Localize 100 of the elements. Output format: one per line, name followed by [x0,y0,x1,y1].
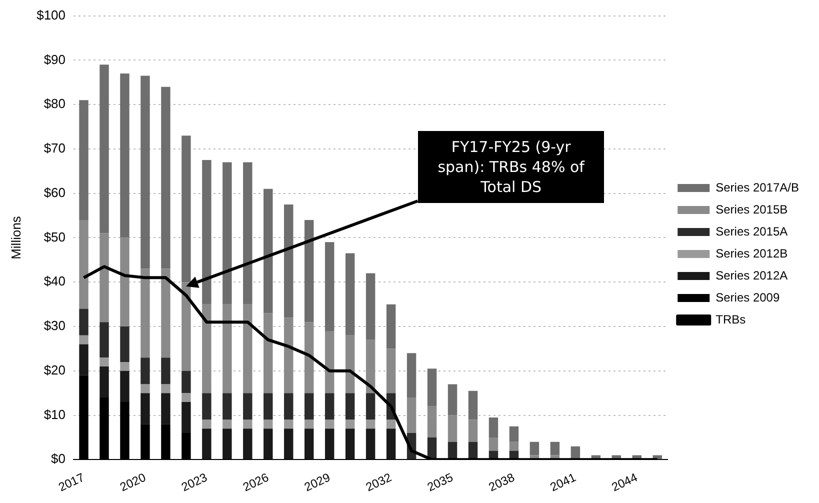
y-tick-label: $10 [44,406,66,422]
bar [161,268,170,358]
bar [182,393,191,402]
bar [284,428,294,460]
bar [448,384,458,416]
bar [182,402,191,434]
bar [222,393,232,420]
bar [366,340,376,394]
bar [100,366,109,398]
bar [100,64,109,234]
y-tick-label: $40 [44,274,66,289]
bar [324,242,334,331]
bar [386,348,396,394]
bar [161,358,170,384]
bar [427,368,437,406]
x-tick-label: 2038 [486,470,517,494]
bar [202,304,212,394]
bar [243,420,252,429]
legend-label: TRBs [716,312,746,326]
bar [448,415,458,442]
bar [345,428,355,460]
bar [324,420,334,429]
bar [243,393,252,420]
bar [79,100,88,220]
bar [406,398,416,434]
bar [222,162,232,304]
x-tick-label: 2041 [548,470,578,494]
y-tick-label: $50 [44,229,66,244]
bar [304,322,314,394]
x-tick-label: 2032 [364,470,394,494]
bar [100,322,109,358]
legend-label: Series 2012A [716,268,788,282]
bar [284,393,294,420]
bar [386,428,396,460]
bar [468,420,478,442]
bar [468,390,478,420]
x-tick-label: 2044 [609,470,640,494]
legend-label: Series 2012B [716,246,788,260]
bar [366,393,376,420]
bar [324,428,334,460]
bar [222,304,232,394]
bar [366,420,376,429]
legend-label: Series 2015A [716,224,788,238]
bar [120,326,130,362]
bar [202,160,212,304]
bar [509,426,519,442]
bar [140,384,150,394]
bar [427,406,437,438]
x-tick-label: 2029 [302,470,333,494]
bar [120,238,130,327]
bar [79,220,88,309]
bar [530,442,540,456]
legend-label: Series 2009 [716,290,780,304]
bar [202,393,212,420]
bar [345,335,355,394]
bar [448,442,458,460]
bar [161,86,170,269]
bar [468,442,478,460]
bar [100,233,109,322]
x-tick-label: 2017 [56,470,87,494]
bar [406,353,416,398]
bar [120,362,130,371]
y-tick-label: $20 [44,362,66,378]
x-tick-label: 2023 [179,470,210,494]
legend-label: Series 2017A/B [716,180,800,194]
bar [79,344,88,376]
bar [79,335,88,344]
bar [324,330,334,394]
x-tick-label: 2020 [118,470,148,494]
bar [427,437,437,460]
bar [345,253,355,336]
y-tick-label: $90 [44,52,66,67]
bar [264,188,273,314]
bar [120,370,130,402]
bar [284,318,294,394]
x-tick-label: 2035 [425,470,456,494]
bar [304,220,314,322]
bar [202,420,212,429]
bar [550,442,560,456]
bar [182,370,191,394]
y-axis-title: Millions [8,216,24,260]
bar [161,393,170,424]
bar [488,418,498,438]
bar [345,393,355,420]
bar [202,428,212,460]
bar [264,313,273,394]
y-tick-label: $70 [44,140,66,156]
bar [386,420,396,429]
x-tick-label: 2026 [240,470,272,494]
bar [140,268,150,358]
y-tick-label: $60 [44,184,66,200]
bar [140,76,150,269]
annotation: FY17-FY25 (9-yr span): TRBs 48% of Total DS [418,131,604,204]
bar [284,420,294,429]
bar [264,428,273,460]
bar [366,428,376,460]
bar [243,304,252,394]
bar [243,162,252,304]
bar [304,428,314,460]
bar [264,420,273,429]
